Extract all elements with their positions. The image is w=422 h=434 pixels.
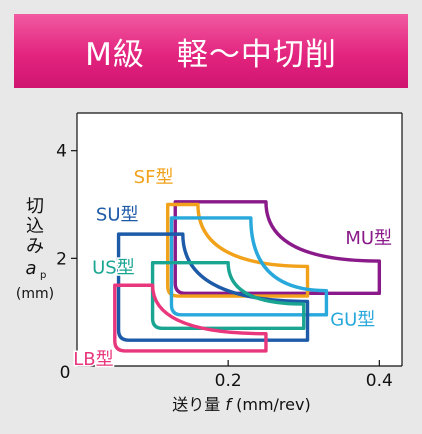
series-label-3: GU型 — [330, 310, 375, 331]
x-axis-label: 送り量 f (mm/rev) — [172, 395, 310, 414]
y-axis-label-var: a — [25, 258, 36, 279]
chart-header: M級 軽～中切削 — [14, 14, 408, 88]
x-tick-label: 0.2 — [215, 371, 242, 391]
origin-label: 0 — [60, 363, 71, 383]
series-label-6: LB型 — [73, 349, 113, 370]
chart-title: M級 軽～中切削 — [85, 36, 337, 73]
series-outline-4 — [116, 232, 310, 342]
series-label-2: SF型 — [134, 167, 174, 188]
y-axis-label-unit: (mm) — [16, 286, 54, 302]
x-tick-label: 0.4 — [366, 371, 393, 391]
series-label-5: US型 — [92, 257, 135, 278]
series-label-4: SU型 — [96, 205, 139, 226]
y-axis-label-sub: p — [40, 270, 46, 281]
series-outline-2 — [165, 202, 310, 298]
series-outline-5 — [150, 260, 306, 331]
plot-area — [77, 113, 402, 366]
y-tick-label: 2 — [56, 249, 67, 269]
series-outline-3 — [169, 216, 329, 317]
y-axis-label-char: 切 — [26, 196, 44, 217]
y-axis-label-char: 込 — [26, 216, 44, 237]
series-outline-6 — [113, 283, 268, 353]
series-outline-1 — [173, 200, 382, 296]
y-tick-label: 4 — [56, 142, 67, 162]
series-label-1: MU型 — [345, 228, 392, 249]
y-axis-label-char: み — [26, 236, 44, 257]
